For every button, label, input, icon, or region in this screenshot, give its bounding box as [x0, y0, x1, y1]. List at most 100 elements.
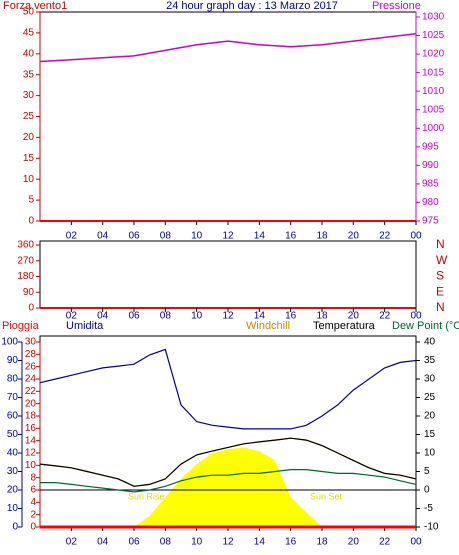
tick-label: 14	[25, 435, 37, 446]
x-tick-label: 06	[128, 311, 140, 322]
x-tick-label: 20	[348, 311, 360, 322]
solar-area	[40, 447, 416, 527]
tick-label: 18	[25, 411, 37, 422]
x-tick-label: 06	[128, 537, 140, 548]
tick-label: 35	[23, 69, 35, 80]
x-tick-label: 22	[379, 311, 391, 322]
series-line	[40, 469, 417, 493]
tick-label: 995	[422, 141, 439, 152]
tick-label: 0	[28, 303, 34, 314]
tick-label: 35	[424, 355, 436, 366]
chart-title: 24 hour graph day : 13 Marzo 2017	[166, 0, 338, 12]
x-tick-label: 18	[316, 231, 328, 242]
tick-label: 0	[30, 522, 36, 533]
x-tick-label: 18	[316, 537, 328, 548]
x-tick-label: 02	[66, 537, 78, 548]
tick-label: 30	[7, 466, 19, 477]
tick-label: 20	[424, 411, 436, 422]
legend-label: Umidita	[66, 320, 104, 332]
tick-label: 360	[17, 240, 34, 251]
tick-label: 30	[23, 90, 35, 101]
tick-label: 12	[25, 448, 37, 459]
tick-label: 30	[424, 374, 436, 385]
x-tick-label: 22	[379, 231, 391, 242]
tick-label: 1030	[422, 12, 445, 23]
x-tick-label: 14	[254, 537, 266, 548]
tick-label: 5	[424, 466, 430, 477]
tick-label: 25	[23, 111, 35, 122]
tick-label: 15	[424, 429, 436, 440]
x-tick-label: 00	[410, 537, 422, 548]
tick-label: 1025	[422, 30, 445, 41]
x-tick-label: 14	[254, 311, 266, 322]
tick-label: 975	[422, 216, 439, 227]
tick-label: 50	[7, 429, 19, 440]
x-tick-label: 00	[410, 231, 422, 242]
tick-label: 985	[422, 179, 439, 190]
tick-label: 30	[25, 337, 37, 348]
tick-label: 50	[23, 7, 35, 18]
tick-label: 20	[25, 398, 37, 409]
tick-label: 0	[28, 216, 34, 227]
tick-label: 45	[23, 28, 35, 39]
tick-label: 1015	[422, 67, 445, 78]
x-tick-label: 00	[410, 311, 422, 322]
legend-label: Temperatura	[313, 320, 376, 332]
tick-label: 40	[424, 337, 436, 348]
tick-label: 28	[25, 349, 37, 360]
x-tick-label: 06	[128, 231, 140, 242]
direction-label: N	[436, 300, 445, 314]
tick-label: 40	[23, 48, 35, 59]
tick-label: 26	[25, 361, 37, 372]
tick-label: 10	[7, 503, 19, 514]
tick-label: 0	[12, 522, 18, 533]
tick-label: 90	[7, 355, 19, 366]
tick-label: 8	[30, 472, 36, 483]
tick-label: 1000	[422, 123, 445, 134]
legend-label: Windchill	[246, 320, 290, 332]
x-tick-label: 10	[191, 537, 203, 548]
tick-label: 1010	[422, 86, 445, 97]
tick-label: 10	[25, 460, 37, 471]
legend-label: Dew Point (°C	[392, 320, 459, 332]
tick-label: 1020	[422, 49, 445, 60]
tick-label: 60	[7, 411, 19, 422]
annotation: Sun Set	[310, 491, 343, 501]
direction-label: E	[436, 284, 444, 298]
tick-label: 80	[7, 374, 19, 385]
tick-label: 2	[30, 509, 36, 520]
tick-label: 10	[23, 174, 35, 185]
direction-label: N	[436, 237, 445, 251]
series-line	[39, 348, 417, 430]
tick-label: 24	[25, 374, 37, 385]
tick-label: -10	[424, 522, 439, 533]
tick-label: 25	[424, 392, 436, 403]
tick-label: 990	[422, 160, 439, 171]
tick-label: 40	[7, 448, 19, 459]
tick-label: 270	[17, 255, 34, 266]
x-tick-label: 10	[191, 231, 203, 242]
tick-label: 10	[424, 448, 436, 459]
tick-label: 180	[17, 271, 34, 282]
x-tick-label: 04	[97, 311, 109, 322]
x-tick-label: 16	[285, 311, 297, 322]
tick-label: 0	[424, 485, 430, 496]
direction-label: W	[436, 253, 448, 267]
tick-label: 4	[30, 497, 36, 508]
tick-label: 20	[23, 132, 35, 143]
tick-label: 6	[30, 485, 36, 496]
y-axis-label: Forza vento1	[3, 0, 67, 12]
legend-label: Pioggia	[2, 320, 40, 332]
x-tick-label: 02	[66, 311, 78, 322]
x-tick-label: 02	[66, 231, 78, 242]
x-tick-label: 18	[316, 311, 328, 322]
tick-label: 15	[23, 153, 35, 164]
tick-label: 20	[7, 485, 19, 496]
x-tick-label: 16	[285, 231, 297, 242]
x-tick-label: 08	[160, 231, 172, 242]
x-tick-label: 22	[379, 537, 391, 548]
tick-label: -5	[424, 503, 433, 514]
series-line	[39, 32, 417, 63]
tick-label: 70	[7, 392, 19, 403]
